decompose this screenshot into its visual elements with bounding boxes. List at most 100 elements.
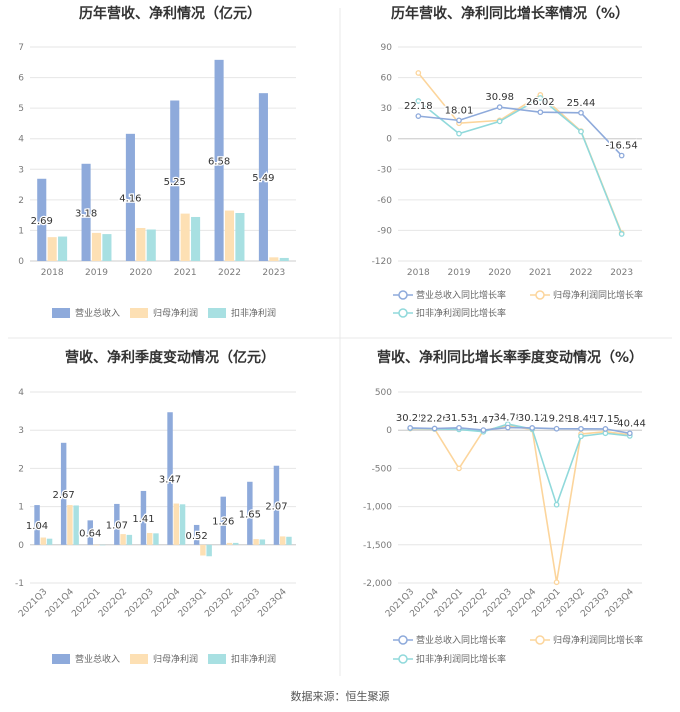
data-label: 5.49 (252, 173, 274, 184)
source-footer: 数据来源：恒生聚源 (290, 690, 390, 703)
data-label: 3.18 (75, 208, 97, 219)
x-tick-label: 2021 (174, 268, 197, 278)
bar-2 (279, 536, 286, 545)
chart-title: 历年营收、净利情况（亿元） (79, 5, 261, 22)
bar-2 (200, 544, 206, 556)
legend-swatch (130, 308, 148, 318)
y-tick-label: 30 (381, 104, 393, 114)
data-label: 3.47 (159, 475, 181, 486)
legend-item: 扣非净利润 (208, 307, 276, 319)
bar-3 (279, 257, 289, 261)
chart-title: 营收、净利季度变动情况（亿元） (65, 349, 275, 366)
series-point-1 (480, 427, 487, 433)
legend-label: 归母净利润同比增长率 (553, 289, 643, 301)
data-label: -16.54 (606, 141, 638, 152)
data-label: 1.47 (472, 415, 494, 426)
legend-swatch-marker (398, 290, 408, 300)
legend-item: 扣非净利润 (208, 653, 276, 665)
bar-2 (93, 544, 100, 546)
bar-1 (81, 163, 91, 261)
x-tick-label: 2022 (218, 268, 241, 278)
series-point-1 (578, 425, 584, 432)
y-tick-label: 0 (386, 426, 392, 436)
legend-item: 归母净利润 (130, 307, 198, 319)
series-point-1 (431, 425, 438, 432)
bar-1 (34, 505, 40, 545)
bar-2 (226, 542, 233, 545)
data-label: 1.41 (132, 514, 154, 525)
x-tick-label: 2020 (129, 268, 152, 278)
data-label: 1.26 (212, 517, 234, 528)
x-tick-label: 2018 (41, 268, 64, 278)
bar-1 (273, 465, 280, 545)
bar-3 (286, 536, 292, 545)
bar-3 (206, 544, 212, 557)
y-tick-label: 3 (18, 426, 24, 436)
series-point-1 (602, 426, 609, 432)
bar-3 (102, 234, 112, 261)
x-tick-label: 2023 (610, 268, 633, 278)
bar-3 (73, 505, 79, 545)
data-label: 25.44 (567, 98, 596, 109)
bar-3 (126, 534, 133, 545)
legend-swatch-marker (535, 290, 545, 300)
data-label: 6.58 (208, 156, 230, 167)
series-point-3 (578, 128, 584, 135)
bar-3 (58, 236, 68, 261)
series-point-2 (456, 465, 462, 472)
legend-item: 扣非净利润同比增长率 (393, 653, 506, 665)
series-point-1 (496, 104, 503, 110)
y-tick-label: -60 (377, 196, 392, 206)
y-tick-label: 0 (386, 135, 392, 145)
bar-3 (179, 504, 186, 545)
x-tick-label: 2019 (85, 268, 108, 278)
bar-2 (40, 537, 47, 545)
bar-2 (67, 505, 73, 545)
bar-1 (247, 481, 253, 545)
y-tick-label: 4 (18, 388, 24, 398)
legend-label: 归母净利润 (153, 307, 198, 319)
series-point-3 (618, 231, 625, 237)
legend-item: 营业总收入同比增长率 (393, 289, 506, 301)
series-point-1 (415, 113, 422, 119)
y-tick-label: -1,000 (363, 503, 392, 513)
legend-item: 扣非净利润同比增长率 (393, 307, 506, 319)
legend-label: 营业总收入同比增长率 (416, 634, 506, 646)
legend-label: 营业总收入 (75, 307, 120, 319)
data-label: 4.16 (119, 193, 141, 204)
chart-panel-2: 历年营收、净利同比增长率情况（%） -120 -90 -60 -30 0 30 60 90 201… (372, 5, 643, 319)
legend-swatch-marker (398, 635, 408, 645)
legend-swatch-marker (398, 654, 408, 664)
bar-3 (235, 213, 245, 261)
series-point-1 (553, 425, 560, 432)
series-point-1 (456, 117, 462, 124)
bar-2 (180, 213, 190, 261)
data-label: 31.53 (445, 413, 474, 424)
data-label: 22.18 (404, 101, 433, 112)
series-point-1 (504, 424, 511, 431)
data-label: 1.65 (239, 509, 261, 520)
legend-label: 扣非净利润 (231, 653, 276, 665)
legend-item: 归母净利润同比增长率 (530, 634, 643, 646)
y-tick-label: -2,000 (363, 579, 392, 589)
legend-label: 营业总收入同比增长率 (416, 289, 506, 301)
data-label: 19.29 (542, 414, 571, 425)
bar-1 (87, 520, 93, 545)
series-point-1 (529, 425, 536, 431)
series-point-3 (537, 95, 544, 101)
data-label: 26.02 (526, 97, 555, 108)
legend-item: 归母净利润 (130, 653, 198, 665)
bar-2 (47, 237, 57, 261)
y-tick-label: 2 (18, 196, 24, 206)
legend-swatch-marker (398, 308, 408, 318)
bar-3 (146, 229, 156, 261)
bar-2 (269, 257, 279, 261)
bar-2 (146, 532, 153, 545)
data-label: 17.15 (591, 414, 620, 425)
legend-swatch (130, 654, 148, 664)
data-label: 1.07 (106, 520, 128, 531)
bar-1 (167, 412, 173, 545)
data-label: 30.25 (396, 413, 425, 424)
bar-3 (153, 533, 159, 545)
